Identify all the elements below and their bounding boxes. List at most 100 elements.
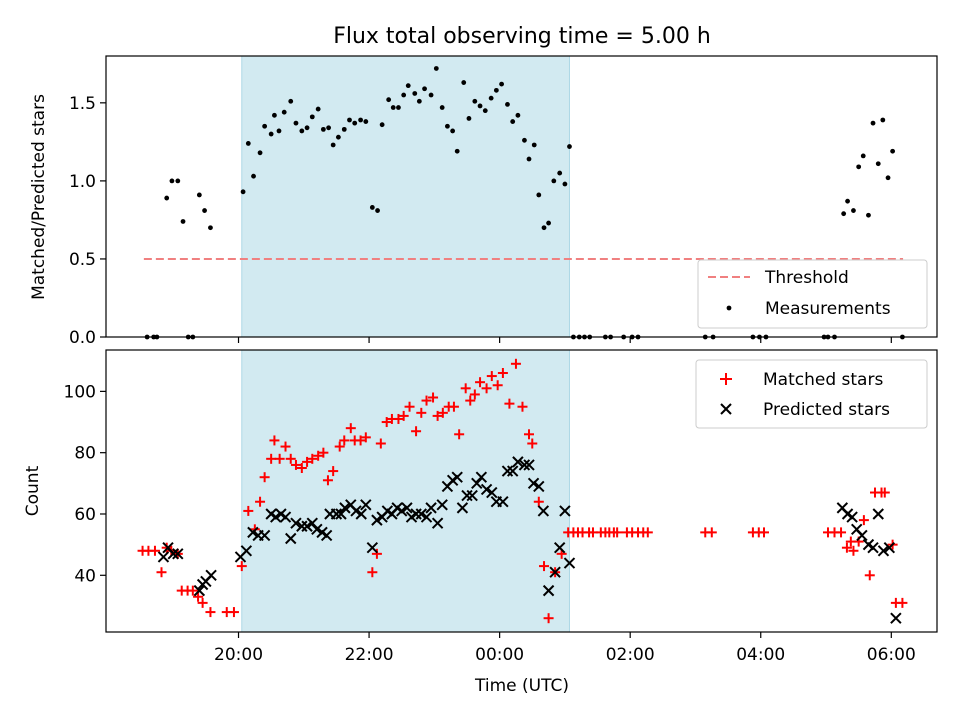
measurement-point — [851, 208, 856, 213]
predicted-star-point — [480, 483, 493, 496]
matched-star-point — [156, 567, 167, 578]
predicted-star-point — [877, 545, 890, 557]
predicted-star-point — [563, 557, 576, 569]
matched-star-point — [375, 438, 386, 449]
matched-star-point — [706, 527, 717, 538]
measurement-point — [472, 98, 478, 104]
measurement-point — [860, 153, 866, 159]
xtick-label: 22:00 — [345, 645, 394, 665]
predicted-star-point-b — [537, 505, 550, 517]
predicted-star-point — [537, 505, 550, 517]
predicted-star-point-b — [533, 480, 545, 493]
xtick-label: 00:00 — [475, 645, 524, 665]
predicted-star-point — [486, 486, 498, 499]
measurement-point — [454, 148, 460, 154]
matched-star-point — [539, 561, 550, 572]
matched-star-point — [360, 432, 371, 443]
matched-star-point — [149, 545, 160, 556]
measurement-point — [567, 144, 572, 149]
predicted-star-point — [270, 511, 282, 523]
predicted-star-point-b — [862, 538, 875, 551]
measurement-point — [396, 105, 401, 110]
predicted-star-point-b — [316, 526, 328, 539]
predicted-star-point-b — [836, 502, 849, 514]
measurement-point — [515, 112, 521, 118]
measurement-point — [347, 117, 352, 123]
predicted-star-point-b — [415, 508, 428, 520]
predicted-star-point — [527, 477, 540, 490]
measurement-point — [276, 128, 282, 134]
predicted-star-point-b — [553, 541, 566, 554]
measurement-point — [309, 114, 315, 120]
predicted-star-point-b — [436, 499, 448, 511]
matched-star-point — [543, 613, 554, 624]
measurement-point — [428, 92, 434, 98]
predicted-star-point — [296, 520, 308, 532]
matched-star-point — [236, 561, 247, 572]
top-legend: Threshold Measurements — [697, 259, 928, 329]
matched-star-point — [759, 527, 770, 538]
predicted-star-point — [461, 489, 473, 502]
bottom-legend-box — [695, 359, 928, 429]
measurement-point — [175, 178, 181, 184]
top-legend-box — [697, 259, 928, 329]
matched-star-point — [460, 383, 471, 394]
matched-star-point — [612, 527, 623, 538]
matched-star-point — [266, 453, 277, 464]
predicted-star-point — [559, 505, 571, 517]
predicted-star-point-b — [172, 548, 184, 560]
predicted-star-point-b — [841, 508, 854, 520]
predicted-star-point-b — [381, 505, 394, 517]
measurement-point — [875, 161, 881, 167]
predicted-star-point — [431, 517, 444, 529]
predicted-star-point — [497, 496, 509, 508]
matched-star-point — [486, 371, 497, 382]
predicted-star-point — [371, 514, 383, 526]
measurement-point — [251, 173, 256, 179]
bottom-ytick-label: 60 — [74, 505, 96, 525]
predicted-star-point-b — [366, 541, 379, 554]
measurement-point — [335, 134, 341, 140]
bottom-observing-window — [241, 349, 570, 633]
measurement-point — [180, 219, 186, 224]
measurement-point — [268, 131, 274, 137]
matched-star-point — [879, 487, 890, 498]
measurement-point — [866, 212, 871, 218]
matched-star-point — [533, 496, 544, 507]
predicted-star-point-b — [549, 566, 561, 578]
bottom-ylabel: Count — [23, 465, 43, 516]
predicted-star-point-b — [527, 477, 540, 490]
measurement-point — [379, 122, 385, 128]
measurement-point — [363, 119, 369, 124]
measurement-point — [845, 198, 850, 204]
predicted-star-point-b — [339, 502, 351, 514]
matched-star-point — [864, 570, 875, 581]
predicted-star-point-b — [420, 511, 433, 523]
measurement-point — [433, 66, 439, 71]
measurement-point — [208, 225, 213, 231]
predicted-star-point-b — [486, 486, 498, 499]
measurement-point — [262, 123, 268, 129]
predicted-star-point-b — [431, 517, 444, 529]
predicted-star-point — [410, 508, 422, 520]
matched-star-point — [193, 591, 204, 602]
measurement-point — [422, 86, 427, 92]
predicted-star-point-b — [330, 508, 343, 520]
measurement-point — [551, 178, 557, 184]
measurement-point — [272, 112, 277, 118]
matched-star-point — [274, 453, 285, 464]
measurement-point — [499, 81, 504, 87]
measurement-point — [240, 189, 246, 195]
measurement-point — [412, 91, 418, 96]
predicted-star-point — [306, 517, 318, 529]
measurement-point — [546, 220, 551, 226]
predicted-star-point — [193, 584, 206, 597]
predicted-star-point — [172, 548, 184, 560]
predicted-star-point — [425, 502, 437, 514]
matched-star-point — [318, 447, 329, 458]
predicted-star-point-b — [162, 541, 174, 554]
bottom-legend: Matched stars Predicted stars — [695, 359, 928, 429]
matched-star-point — [517, 401, 528, 412]
predicted-star-point-b — [258, 529, 271, 542]
predicted-star-point-b — [480, 483, 493, 496]
